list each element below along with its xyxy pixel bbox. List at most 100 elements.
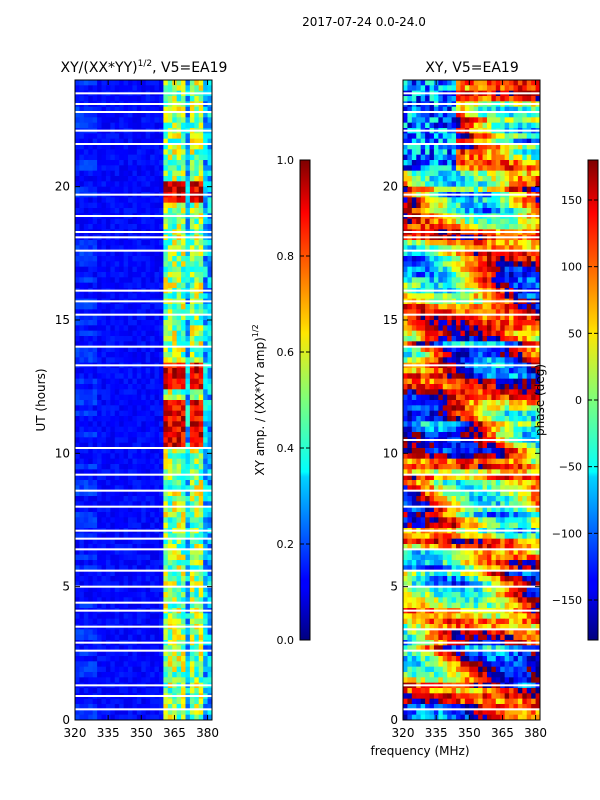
heatmap-cell [504, 138, 510, 145]
heatmap-cell [158, 501, 164, 508]
heatmap-cell [163, 176, 169, 182]
heatmap-cell [189, 506, 195, 513]
heatmap-cell [150, 282, 155, 289]
heatmap-cell [150, 618, 155, 625]
heatmap-cell [185, 186, 191, 193]
heatmap-cell [119, 597, 125, 604]
heatmap-cell [101, 197, 107, 204]
heatmap-cell [526, 122, 532, 129]
heatmap-cell [136, 410, 142, 417]
flagged-gap [75, 249, 212, 252]
heatmap-cell [128, 474, 133, 481]
heatmap-cell [119, 389, 125, 396]
heatmap-cell [411, 218, 417, 225]
heatmap-cell [203, 181, 208, 188]
heatmap-cell [123, 554, 129, 561]
heatmap-cell [123, 352, 129, 358]
heatmap-cell [198, 245, 204, 252]
heatmap-cell [136, 245, 142, 252]
heatmap-cell [92, 517, 98, 524]
heatmap-cell [136, 688, 142, 694]
heatmap-cell [163, 480, 169, 486]
heatmap-cell [75, 421, 80, 428]
heatmap-cell [522, 133, 528, 140]
heatmap-cell [79, 538, 85, 545]
heatmap-cell [194, 576, 200, 582]
heatmap-cell [83, 714, 89, 721]
heatmap-cell [88, 202, 94, 209]
heatmap-cell [136, 405, 142, 412]
heatmap-cell [185, 453, 191, 460]
heatmap-cell [145, 352, 151, 358]
heatmap-cell [92, 677, 98, 684]
heatmap-cell [88, 112, 94, 118]
heatmap-cell [119, 501, 125, 508]
heatmap-cell [123, 458, 129, 465]
heatmap-cell [176, 618, 182, 625]
heatmap-cell [207, 522, 213, 529]
heatmap-cell [198, 453, 204, 460]
heatmap-cell [172, 250, 178, 257]
heatmap-cell [167, 506, 173, 513]
heatmap-cell [75, 581, 80, 588]
heatmap-cell [132, 261, 138, 268]
heatmap-cell [176, 154, 182, 161]
heatmap-cell [158, 346, 164, 353]
heatmap-cell [176, 458, 182, 465]
heatmap-cell [119, 517, 125, 524]
heatmap-cell [522, 240, 528, 246]
heatmap-cell [158, 378, 164, 385]
heatmap-cell [128, 709, 133, 716]
heatmap-cell [194, 597, 200, 604]
heatmap-cell [136, 320, 142, 326]
heatmap-cell [97, 410, 102, 417]
heatmap-cell [185, 565, 191, 572]
heatmap-cell [141, 704, 147, 710]
heatmap-cell [141, 544, 147, 550]
heatmap-cell [535, 160, 541, 166]
heatmap-cell [163, 469, 169, 476]
heatmap-cell [500, 256, 506, 262]
heatmap-cell [92, 293, 98, 300]
heatmap-cell [429, 133, 435, 140]
heatmap-cell [482, 208, 488, 214]
heatmap-cell [486, 277, 492, 284]
heatmap-cell [172, 698, 178, 705]
heatmap-cell [456, 266, 461, 273]
heatmap-cell [123, 266, 129, 273]
flagged-gap [75, 103, 212, 105]
heatmap-cell [123, 506, 129, 513]
heatmap-cell [136, 672, 142, 678]
heatmap-cell [495, 272, 501, 278]
heatmap-cell [136, 394, 142, 401]
heatmap-cell [150, 490, 155, 497]
heatmap-cell [167, 549, 173, 556]
heatmap-cell [181, 421, 186, 428]
heatmap-cell [110, 149, 116, 156]
amplitude-colorbar: 0.00.20.40.60.81.0 XY amp. / (XX*YY amp)… [251, 154, 311, 647]
heatmap-cell [128, 538, 133, 545]
heatmap-cell [105, 378, 111, 385]
heatmap-cell [145, 341, 151, 348]
heatmap-cell [429, 240, 435, 246]
heatmap-cell [123, 714, 129, 721]
heatmap-cell [83, 672, 89, 678]
heatmap-cell [83, 122, 89, 129]
heatmap-cell [176, 170, 182, 177]
heatmap-cell [101, 309, 107, 316]
heatmap-cell [163, 666, 169, 673]
heatmap-cell [500, 250, 506, 257]
heatmap-cell [429, 149, 435, 156]
heatmap-cell [158, 149, 164, 156]
heatmap-cell [119, 154, 125, 161]
flagged-gap [75, 111, 212, 113]
heatmap-cell [136, 432, 142, 438]
heatmap-cell [154, 656, 160, 662]
heatmap-cell [136, 565, 142, 572]
heatmap-cell [83, 458, 89, 465]
heatmap-cell [132, 480, 138, 486]
heatmap-cell [136, 592, 142, 598]
heatmap-cell [185, 501, 191, 508]
heatmap-cell [97, 645, 102, 652]
heatmap-cell [141, 314, 147, 321]
